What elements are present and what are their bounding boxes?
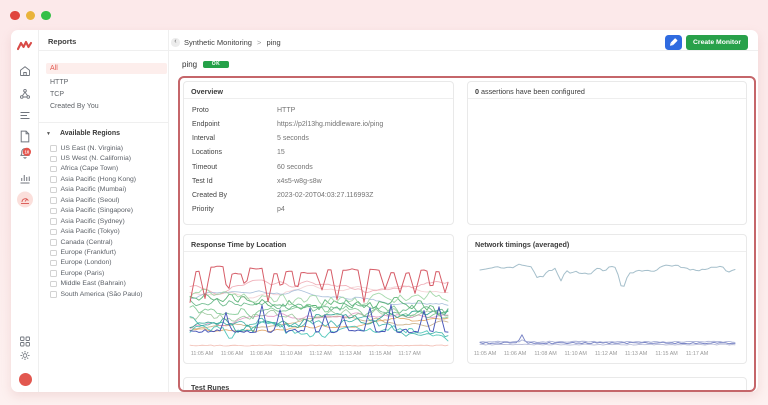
svg-text:10: 10 <box>24 149 29 154</box>
